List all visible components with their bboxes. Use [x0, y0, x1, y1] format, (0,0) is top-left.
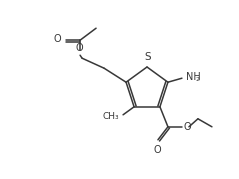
Text: O: O — [153, 145, 161, 155]
Text: O: O — [75, 43, 83, 53]
Text: O: O — [184, 122, 191, 132]
Text: 2: 2 — [196, 77, 199, 82]
Text: O: O — [54, 34, 61, 44]
Text: NH: NH — [186, 72, 201, 82]
Text: CH₃: CH₃ — [103, 112, 119, 121]
Text: S: S — [145, 52, 151, 62]
